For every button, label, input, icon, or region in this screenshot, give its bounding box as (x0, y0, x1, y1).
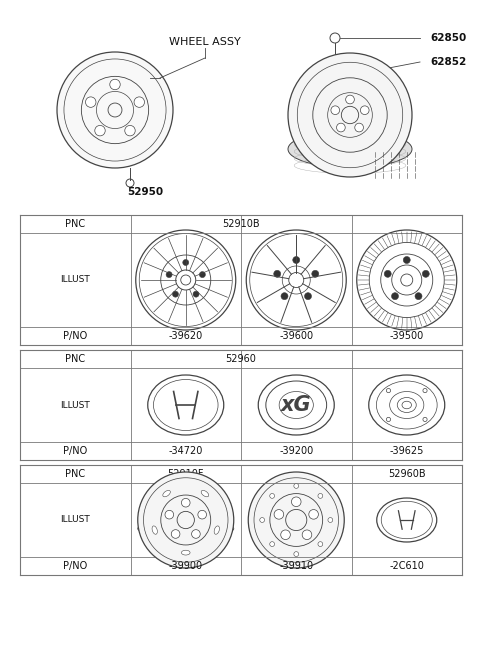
Circle shape (403, 257, 410, 263)
Circle shape (302, 530, 312, 540)
Circle shape (422, 271, 429, 277)
Circle shape (294, 483, 299, 489)
Circle shape (110, 79, 120, 90)
Circle shape (138, 472, 234, 568)
Circle shape (181, 498, 190, 507)
Bar (345, 62, 373, 80)
Text: ILLUST: ILLUST (60, 515, 90, 525)
Circle shape (309, 510, 318, 519)
Text: P/NO: P/NO (63, 561, 87, 571)
Circle shape (57, 52, 173, 168)
Circle shape (193, 291, 199, 297)
Circle shape (192, 530, 200, 538)
Circle shape (260, 517, 264, 523)
Circle shape (270, 493, 275, 498)
Ellipse shape (201, 491, 209, 496)
Text: -39500: -39500 (390, 331, 424, 341)
Circle shape (274, 510, 284, 519)
Text: -39600: -39600 (279, 331, 313, 341)
Circle shape (134, 97, 144, 107)
Circle shape (331, 106, 339, 115)
Circle shape (294, 552, 299, 557)
Text: 52910B: 52910B (222, 219, 260, 229)
Text: ILLUST: ILLUST (60, 400, 90, 409)
Circle shape (171, 530, 180, 538)
Text: WHEEL ASSY: WHEEL ASSY (169, 37, 241, 47)
Text: -39200: -39200 (279, 446, 313, 456)
Circle shape (172, 291, 179, 297)
Circle shape (291, 497, 301, 506)
Circle shape (318, 542, 323, 546)
Circle shape (346, 95, 354, 104)
Circle shape (415, 293, 422, 300)
Text: xG: xG (281, 395, 312, 415)
Text: 52960: 52960 (226, 354, 256, 364)
Circle shape (392, 293, 398, 300)
Circle shape (318, 493, 323, 498)
Circle shape (85, 97, 96, 107)
Circle shape (166, 272, 172, 278)
Circle shape (274, 271, 281, 277)
Text: 52910F: 52910F (168, 469, 204, 479)
Ellipse shape (181, 550, 190, 555)
Text: 62852: 62852 (430, 57, 466, 67)
Text: P/NO: P/NO (63, 446, 87, 456)
Circle shape (328, 517, 333, 523)
Circle shape (95, 125, 105, 136)
Ellipse shape (92, 56, 114, 164)
Circle shape (384, 271, 391, 277)
Text: ILLUST: ILLUST (60, 276, 90, 284)
Ellipse shape (214, 526, 219, 534)
Circle shape (248, 472, 344, 568)
Circle shape (270, 542, 275, 546)
Circle shape (183, 259, 189, 265)
Circle shape (281, 530, 290, 540)
Ellipse shape (152, 526, 157, 534)
Text: -39910: -39910 (279, 561, 313, 571)
Text: PNC: PNC (65, 469, 85, 479)
Circle shape (336, 123, 345, 132)
Circle shape (312, 271, 319, 277)
Ellipse shape (288, 130, 412, 168)
Text: -39900: -39900 (168, 561, 203, 571)
Text: 52950: 52950 (127, 187, 163, 197)
Text: P/NO: P/NO (63, 331, 87, 341)
Text: 52960B: 52960B (388, 469, 426, 479)
Text: PNC: PNC (65, 219, 85, 229)
Circle shape (198, 510, 206, 519)
Text: PNC: PNC (65, 354, 85, 364)
Text: -2C610: -2C610 (389, 561, 424, 571)
Ellipse shape (138, 520, 234, 537)
Text: -39620: -39620 (168, 331, 203, 341)
Circle shape (355, 123, 363, 132)
Ellipse shape (163, 491, 170, 496)
Circle shape (304, 293, 312, 300)
Circle shape (288, 53, 412, 177)
Text: -39625: -39625 (390, 446, 424, 456)
Circle shape (165, 510, 174, 519)
Circle shape (293, 257, 300, 263)
Circle shape (125, 125, 135, 136)
Text: -34720: -34720 (168, 446, 203, 456)
Circle shape (360, 106, 369, 115)
Text: 62850: 62850 (430, 33, 466, 43)
Circle shape (199, 272, 205, 278)
Circle shape (281, 293, 288, 300)
